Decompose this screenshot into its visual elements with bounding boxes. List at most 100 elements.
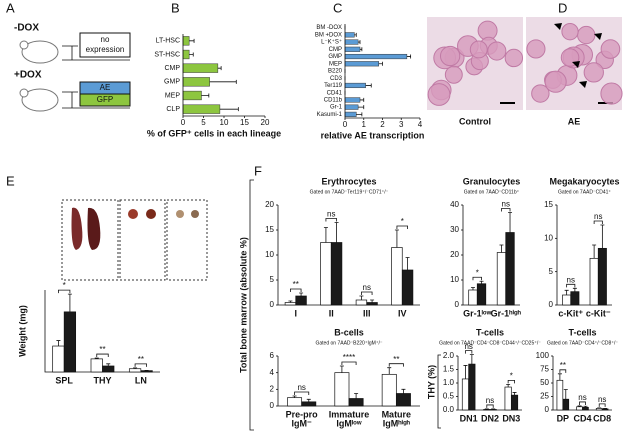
ln-photo: [191, 210, 199, 218]
significance-label: *: [510, 371, 513, 380]
significance-bracket: [134, 363, 147, 367]
error-bar: [94, 357, 99, 359]
y-tick-label: B220: [328, 69, 343, 75]
error-bar: [600, 224, 605, 249]
y-tick-label: 15: [265, 225, 274, 234]
significance-label: ns: [464, 342, 472, 351]
error-bar: [597, 407, 602, 409]
bar: [320, 242, 332, 306]
axis: [182, 34, 265, 117]
cell: [427, 83, 451, 106]
y-tick-label: 20: [450, 250, 459, 259]
significance-bracket: [290, 288, 302, 292]
mouse-ear: [19, 88, 29, 98]
bar: [295, 295, 307, 306]
y-tick-label: CD41: [327, 90, 343, 96]
significance-bracket: [341, 361, 357, 365]
y-tick-label: 1.5: [443, 365, 455, 374]
bar: [489, 409, 497, 411]
error-bar: [463, 365, 468, 379]
y-tick-label: L⁻K⁺S⁺: [321, 39, 342, 46]
arrowhead: [554, 23, 562, 30]
panel-letter: A: [6, 0, 15, 15]
y-tick-label: ST-HSC: [154, 51, 180, 58]
y-tick-label: 0: [270, 300, 275, 309]
significance-bracket: [559, 369, 567, 373]
x-tick-label: 10: [220, 118, 229, 127]
bar: [102, 365, 115, 373]
significance-label: ns: [594, 212, 602, 221]
significance-bracket: [598, 403, 606, 407]
bar: [468, 289, 478, 306]
cell: [531, 84, 550, 103]
significance-label: ns: [578, 393, 586, 402]
x-tick-label: 1: [362, 120, 367, 129]
x-tick-label: 3: [399, 120, 404, 129]
arrowhead: [572, 61, 580, 68]
error-bar: [365, 83, 372, 88]
y-tick-label: Gr-1: [330, 105, 343, 111]
significance-bracket: [325, 218, 337, 222]
error-bar: [469, 354, 474, 365]
y-tick-label: MEP: [329, 61, 342, 67]
error-bar: [323, 227, 328, 243]
cell: [439, 45, 461, 67]
x-tick-label: 0: [343, 120, 348, 129]
arrowhead: [579, 81, 587, 88]
bar: [570, 291, 580, 306]
x-axis-label: relative AE transcription: [321, 130, 425, 140]
x-tick-label: DN1: [460, 413, 478, 423]
bar: [355, 299, 368, 306]
error-bar: [56, 340, 61, 347]
significance-label: *: [401, 217, 404, 226]
y-tick-label: 5: [270, 275, 275, 284]
significance-label: **: [393, 355, 399, 364]
error-bar: [557, 373, 562, 381]
significance-label: **: [293, 280, 299, 289]
cell: [469, 40, 488, 59]
y-tick-label: 10: [450, 275, 459, 284]
arrowhead: [594, 33, 602, 40]
significance-label: ns: [327, 210, 335, 219]
condition-label: -DOX: [14, 23, 39, 34]
significance-label: *: [63, 281, 66, 290]
x-tick-label: CD8: [593, 413, 611, 423]
bar: [128, 368, 142, 373]
y-tick-label: 6: [270, 351, 275, 360]
group-bracket: [249, 179, 254, 431]
panel-letter: F: [254, 163, 262, 178]
error-bar: [406, 54, 412, 59]
y-tick-label: 2.0: [443, 351, 455, 360]
x-tick-label: THY: [94, 375, 112, 385]
x-tick-label: 5: [201, 118, 206, 127]
y-tick-label: BM -DOX: [316, 25, 342, 31]
error-bar: [470, 287, 475, 290]
error-bar: [288, 300, 293, 303]
x-tick-label: Pre-pro: [286, 409, 319, 419]
x-tick-label: 4: [418, 120, 423, 129]
significance-label: ns: [486, 396, 494, 405]
y-tick-label: 30: [450, 225, 459, 234]
y-tick-label: 0.5: [443, 392, 455, 401]
mouse-icon: [21, 40, 59, 64]
bar: [510, 394, 519, 411]
significance-label: **: [560, 361, 566, 370]
image-label: AE: [568, 116, 581, 126]
bar: [330, 242, 343, 306]
error-bar: [506, 383, 511, 388]
error-bar: [583, 405, 588, 408]
error-bar: [299, 292, 304, 296]
cell: [561, 23, 579, 41]
bar: [182, 63, 219, 73]
error-bar: [508, 212, 513, 233]
x-tick-label: CD4: [573, 413, 591, 423]
x-tick-label: 20: [261, 118, 270, 127]
error-bar: [201, 93, 210, 98]
error-bar: [356, 112, 363, 117]
chart-subtitle: Gated on 7AAD⁻CD11b⁺: [464, 189, 520, 195]
promoter-arrow: [62, 45, 78, 60]
error-bar: [378, 61, 383, 66]
photo-frame: [119, 199, 166, 281]
cell: [600, 82, 623, 105]
x-tick-label: Gr-1ˡᵒʷ: [463, 308, 491, 318]
